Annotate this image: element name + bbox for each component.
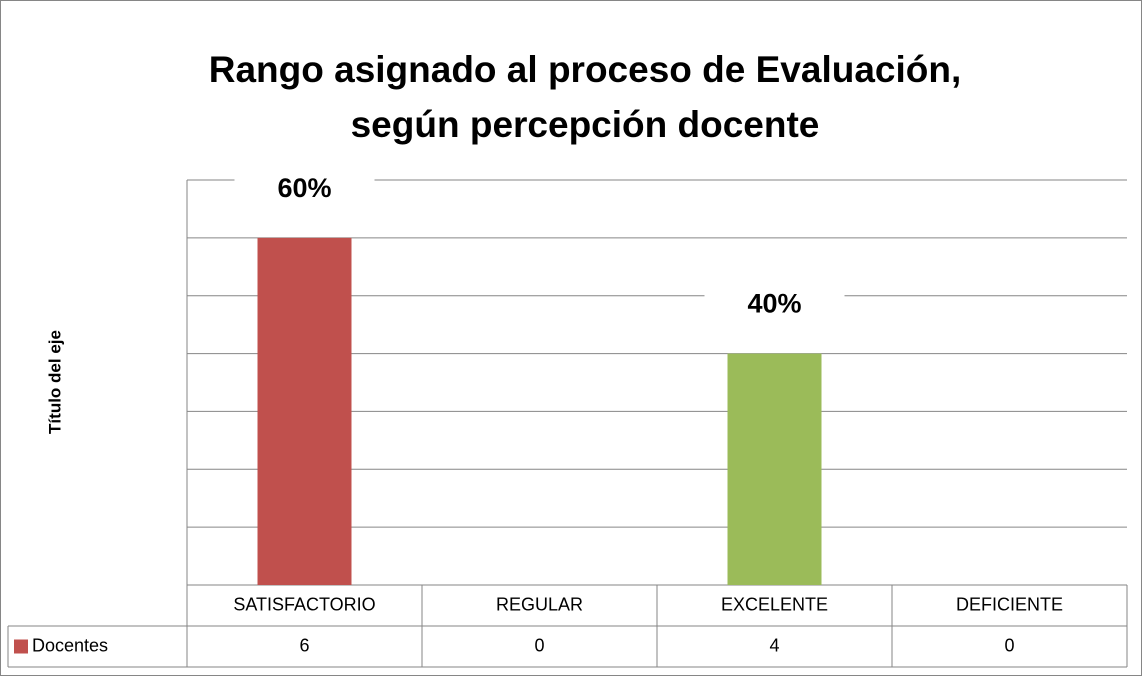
data-label: 60% bbox=[277, 173, 331, 203]
table-value: 0 bbox=[534, 635, 544, 655]
x-tick-label: SATISFACTORIO bbox=[233, 594, 375, 614]
bar bbox=[727, 353, 822, 585]
x-tick-label: REGULAR bbox=[496, 594, 583, 614]
x-tick-label: EXCELENTE bbox=[721, 594, 828, 614]
legend-swatch bbox=[14, 639, 28, 654]
bar bbox=[257, 237, 352, 585]
table-value: 4 bbox=[769, 635, 779, 655]
axis-title: Título del eje bbox=[45, 330, 64, 434]
chart-title: según percepción docente bbox=[351, 104, 820, 145]
x-tick-label: DEFICIENTE bbox=[956, 594, 1063, 614]
label-background bbox=[234, 167, 375, 212]
table-value: 0 bbox=[1004, 635, 1014, 655]
table-value: 6 bbox=[299, 635, 309, 655]
chart-title: Rango asignado al proceso de Evaluación, bbox=[209, 49, 962, 90]
legend-label: Docentes bbox=[32, 635, 108, 655]
label-background bbox=[704, 283, 845, 328]
data-label: 40% bbox=[747, 289, 801, 319]
